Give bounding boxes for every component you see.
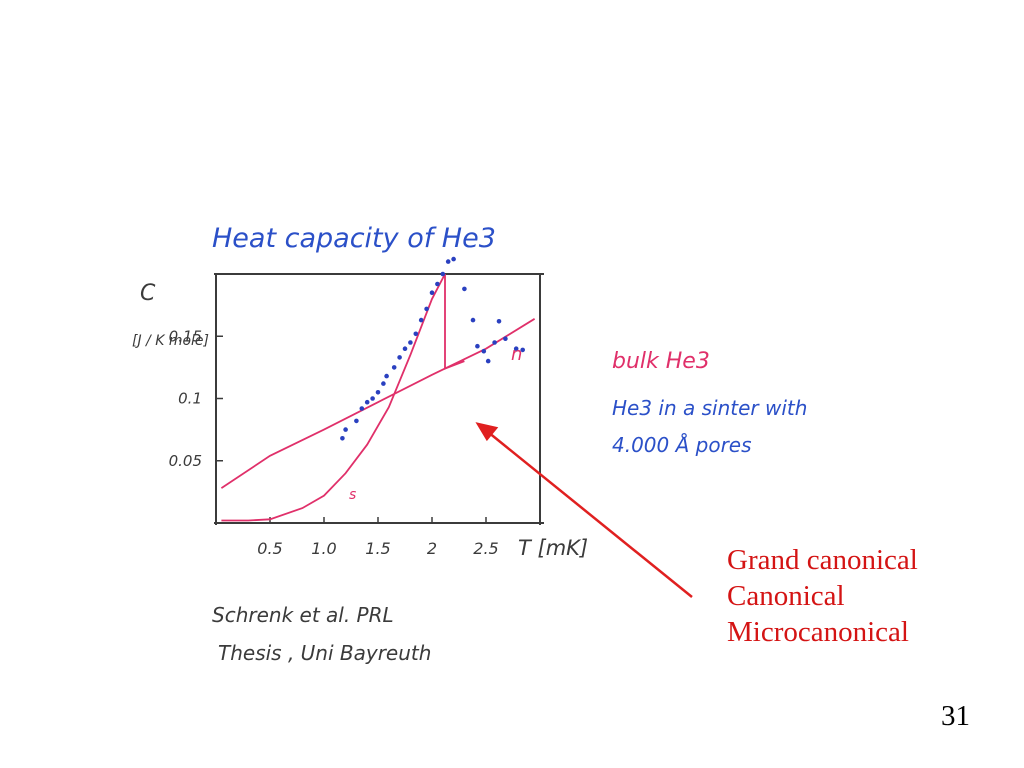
data-point: [343, 427, 348, 432]
data-point: [475, 343, 480, 349]
data-point: [503, 336, 508, 342]
x-tick-label: 0.5: [257, 539, 282, 558]
chart-title: Heat capacity of He3: [212, 223, 496, 254]
citation-line-2: Thesis , Uni Bayreuth: [218, 641, 431, 665]
y-tick-label: 0.05: [169, 452, 202, 470]
note-microcanonical: Microcanonical: [727, 616, 909, 648]
data-point: [435, 281, 440, 287]
legend-bulk-he3: bulk He3: [612, 349, 710, 374]
legend-sinter: He3 in a sinter with: [612, 396, 807, 420]
y-axis-unit: [J / K mole]: [132, 333, 209, 349]
citation-line-1: Schrenk et al. PRL: [212, 603, 394, 627]
data-point: [429, 290, 435, 296]
y-axis-label: C: [140, 281, 156, 306]
data-points: [340, 256, 525, 441]
data-point: [470, 317, 476, 323]
data-point: [340, 436, 345, 441]
red-arrow: [475, 422, 693, 598]
ensemble-notes: Grand canonical Canonical Microcanonical: [727, 542, 918, 650]
data-point: [408, 340, 413, 345]
data-point: [424, 306, 429, 312]
data-point: [520, 347, 525, 353]
curves: [220, 273, 536, 522]
axis-ticks: 0.5 1.0 1.5 2 2.5 0.05 0.1 0.15: [169, 327, 499, 558]
data-point: [440, 271, 446, 277]
series-line-2: [221, 273, 465, 522]
data-point: [364, 399, 370, 405]
note-canonical: Canonical: [727, 580, 845, 612]
page-number: 31: [941, 700, 970, 732]
x-tick-label: 2.5: [473, 539, 498, 558]
data-point: [418, 317, 424, 323]
series-line-1: [220, 318, 536, 489]
data-point: [381, 381, 386, 386]
data-point: [375, 390, 381, 395]
data-point: [451, 256, 456, 262]
x-axis-label: T [mK]: [518, 536, 588, 560]
curve-label-normal: n: [511, 344, 522, 365]
legend-pores: 4.000 Å pores: [612, 433, 752, 457]
data-point: [370, 396, 375, 401]
data-point: [485, 358, 491, 364]
curve-label-superfluid: s: [349, 487, 356, 503]
y-tick-label: 0.15: [169, 327, 202, 345]
data-point: [413, 331, 419, 337]
note-grand-canonical: Grand canonical: [727, 544, 918, 576]
y-tick-label: 0.1: [178, 390, 202, 408]
x-tick-label: 1.0: [311, 539, 336, 558]
plot-frame: [214, 273, 544, 525]
data-point: [354, 418, 359, 424]
data-point: [445, 259, 451, 264]
data-point: [481, 348, 487, 354]
x-tick-label: 2: [427, 539, 437, 558]
data-point: [513, 346, 519, 352]
x-tick-label: 1.5: [365, 539, 390, 558]
data-point: [384, 373, 389, 379]
data-point: [492, 340, 497, 345]
data-point: [402, 346, 408, 352]
data-point: [462, 286, 467, 292]
data-point: [397, 355, 402, 360]
data-point: [496, 319, 502, 324]
data-point: [359, 406, 365, 411]
data-point: [391, 365, 397, 370]
